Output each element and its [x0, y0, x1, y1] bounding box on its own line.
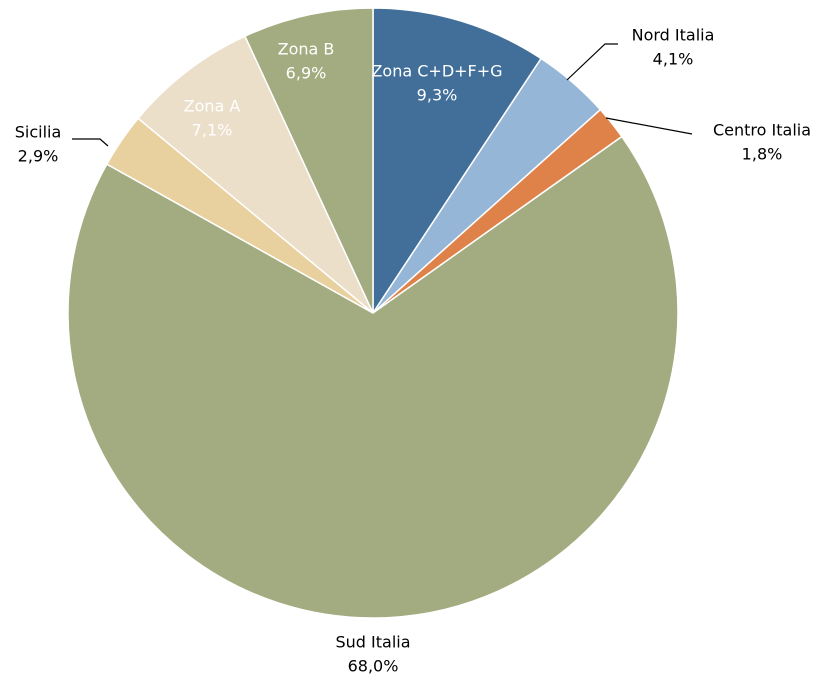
value-label: 4,1%	[653, 50, 694, 69]
value-label: 6,9%	[286, 64, 327, 83]
slice-label: Zona B	[278, 40, 335, 59]
value-label: 68,0%	[348, 657, 399, 676]
labels: Zona C+D+F+G 9,3% Nord Italia 4,1% Centro It…	[15, 26, 811, 676]
value-label: 9,3%	[417, 86, 458, 105]
pie-slice	[372, 7, 543, 316]
leader-line	[566, 43, 618, 81]
slice-label: Sud Italia	[335, 633, 410, 652]
value-label: 7,1%	[192, 121, 233, 140]
slice-label: Nord Italia	[632, 26, 715, 45]
leader-line	[72, 138, 109, 147]
pie-slice	[243, 7, 374, 314]
value-label: 1,8%	[742, 145, 783, 164]
slice-label: Zona C+D+F+G	[371, 62, 502, 81]
slice-label: Sicilia	[15, 123, 62, 142]
leader-line	[605, 117, 693, 135]
slices	[67, 7, 679, 619]
value-label: 2,9%	[18, 147, 59, 166]
pie-slice	[137, 35, 374, 314]
slice-label: Zona A	[184, 97, 241, 116]
pie-slice	[67, 135, 679, 619]
slice-label: Centro Italia	[713, 121, 811, 140]
